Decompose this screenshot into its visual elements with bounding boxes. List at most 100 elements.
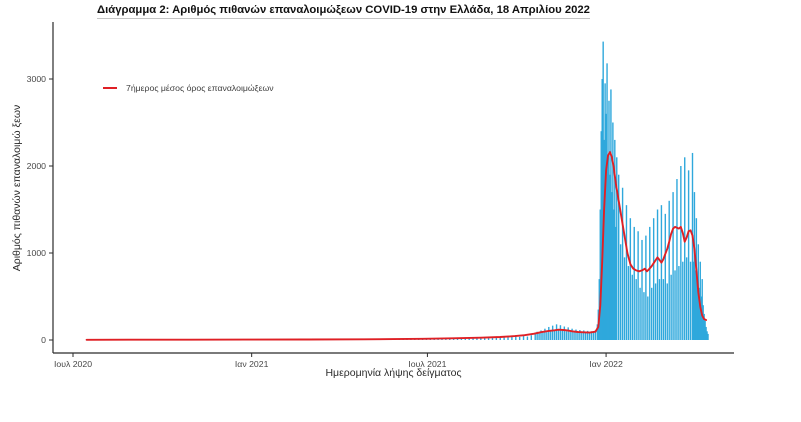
- bar: [613, 209, 615, 340]
- y-tick-label: 0: [41, 335, 46, 345]
- bar: [698, 287, 700, 340]
- bar: [691, 152, 694, 340]
- y-tick-label: 3000: [27, 74, 46, 84]
- y-tick-label: 2000: [27, 161, 46, 171]
- bar: [601, 79, 603, 340]
- avg-line-path: [85, 151, 708, 341]
- bar: [611, 192, 613, 340]
- bar: [608, 100, 610, 340]
- bar: [476, 337, 478, 340]
- bar: [654, 283, 657, 340]
- bar: [645, 235, 647, 340]
- bar: [633, 226, 635, 340]
- bar: [592, 332, 595, 340]
- bar: [684, 157, 686, 340]
- bar: [612, 122, 614, 340]
- bar: [623, 257, 626, 340]
- bar: [614, 139, 616, 340]
- bar: [692, 261, 695, 340]
- bar: [569, 331, 571, 340]
- bar: [511, 337, 513, 340]
- bar: [619, 244, 622, 340]
- bar: [518, 336, 521, 340]
- bar: [676, 179, 678, 340]
- bar: [706, 331, 708, 340]
- bar: [629, 218, 632, 340]
- bar: [662, 279, 665, 340]
- bar: [672, 192, 674, 340]
- bar: [664, 213, 667, 340]
- bar: [666, 283, 668, 340]
- x-tick-label: Ιαν 2022: [589, 359, 623, 369]
- bar: [573, 332, 575, 340]
- bar: [618, 174, 620, 340]
- y-tick-label: 1000: [27, 248, 46, 258]
- bar: [594, 330, 597, 340]
- bar: [491, 337, 494, 340]
- bar: [643, 292, 645, 340]
- bar: [472, 338, 474, 340]
- bar: [484, 337, 486, 340]
- bar: [551, 325, 554, 340]
- bar: [707, 333, 709, 340]
- bar: [550, 331, 552, 340]
- bar: [705, 326, 707, 340]
- bar: [693, 192, 696, 340]
- bar: [565, 331, 567, 340]
- bar: [599, 209, 601, 340]
- legend-label: 7ήμερος μέσος όρος επαναλοιμώξεων: [126, 83, 274, 93]
- bar: [534, 333, 536, 340]
- bar: [600, 131, 602, 340]
- bar: [553, 330, 556, 340]
- x-axis-title: Ημερομηνία λήψης δείγματος: [325, 367, 462, 379]
- bar: [530, 335, 533, 340]
- bar: [581, 333, 583, 340]
- bar: [522, 335, 525, 340]
- bar: [641, 239, 643, 340]
- bar: [658, 279, 661, 340]
- bar: [668, 200, 670, 340]
- bar: [464, 338, 466, 340]
- bar: [583, 330, 585, 340]
- bar: [515, 336, 517, 340]
- x-tick-label: Ιουλ 2021: [408, 359, 446, 369]
- bar: [700, 296, 702, 340]
- bar: [610, 89, 612, 340]
- x-tick-label: Ιουλ 2020: [54, 359, 92, 369]
- bar: [615, 226, 617, 340]
- bar: [559, 325, 562, 340]
- bar: [704, 320, 706, 340]
- bar: [499, 336, 501, 340]
- bar: [647, 296, 649, 340]
- bar: [546, 332, 548, 340]
- bar: [631, 274, 633, 340]
- bar: [674, 270, 676, 340]
- bar: [678, 266, 680, 340]
- bar: [656, 209, 659, 340]
- bar: [526, 336, 529, 340]
- bar: [480, 338, 482, 340]
- bar: [604, 83, 606, 340]
- bar: [685, 257, 688, 340]
- bar: [561, 330, 564, 340]
- bar: [702, 305, 704, 340]
- bar: [627, 266, 630, 340]
- bar: [639, 287, 641, 340]
- bar: [588, 333, 591, 340]
- bar: [577, 332, 579, 340]
- bar: [625, 205, 628, 340]
- y-axis-title: Αριθμός πιθανών επαναλοιμώ ξεων: [11, 104, 23, 272]
- bar: [605, 113, 607, 340]
- bar: [575, 329, 577, 340]
- bar: [579, 330, 581, 340]
- bar: [542, 332, 544, 340]
- bar: [616, 157, 618, 340]
- bar: [590, 331, 593, 340]
- bar: [507, 336, 509, 340]
- bar: [538, 333, 540, 340]
- bar: [621, 187, 624, 340]
- bar: [635, 279, 637, 340]
- bar: [703, 313, 705, 340]
- bar: [555, 324, 558, 340]
- bar: [603, 139, 605, 340]
